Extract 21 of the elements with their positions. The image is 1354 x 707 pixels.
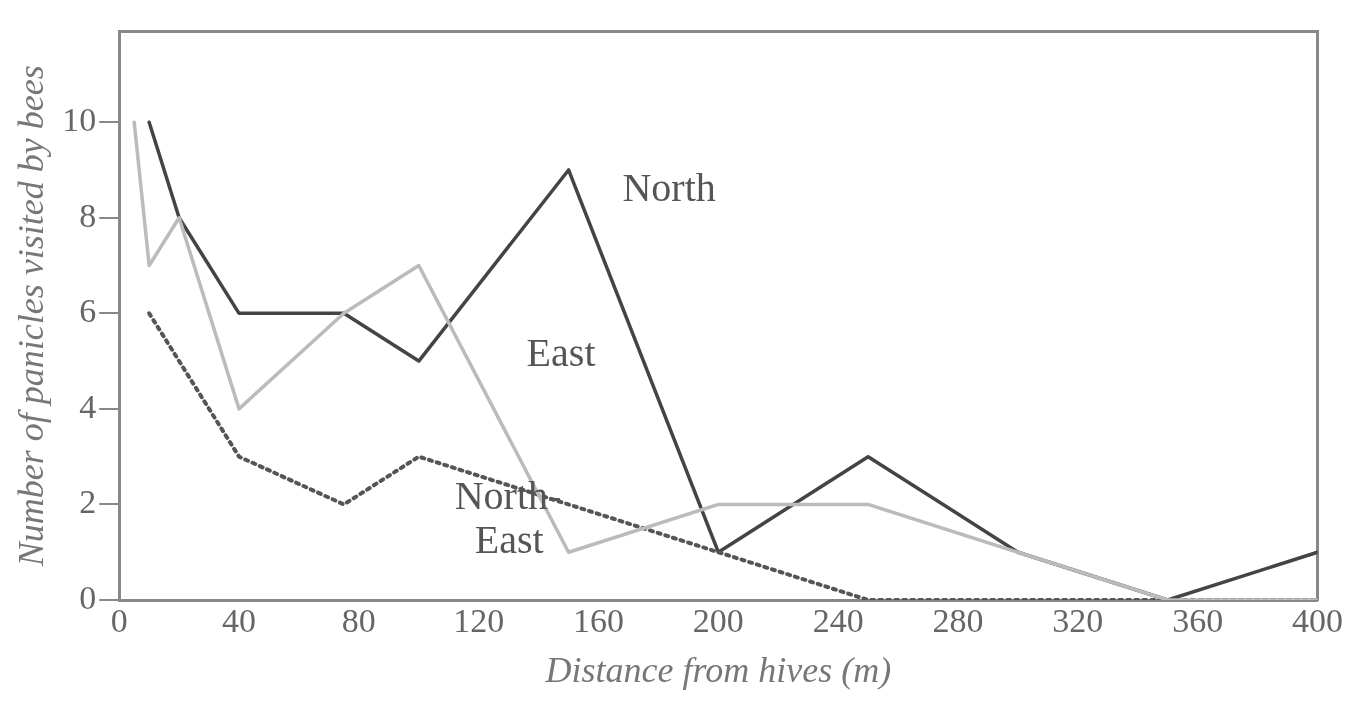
x-axis-title: Distance from hives (m) [544, 649, 892, 690]
y-tick-label: 8 [79, 196, 97, 234]
x-tick-label: 160 [573, 602, 625, 640]
y-tick-label: 10 [62, 101, 97, 139]
x-tick-label: 400 [1292, 602, 1343, 640]
x-tick-label: 0 [110, 602, 128, 640]
y-axis-title: Number of panicles visited by bees [11, 65, 52, 568]
x-tick-label: 200 [692, 602, 744, 640]
x-tick-label: 360 [1172, 602, 1224, 640]
series-label: North [622, 165, 716, 211]
series-label: East [526, 330, 596, 375]
x-tick-label: 280 [932, 602, 984, 640]
x-tick-label: 240 [812, 602, 864, 640]
x-tick-label: 40 [222, 602, 257, 640]
x-tick-label: 80 [341, 602, 376, 640]
y-tick-label: 4 [79, 387, 97, 425]
x-tick-label: 320 [1052, 602, 1104, 640]
y-tick-label: 0 [79, 578, 97, 616]
y-tick-label: 2 [79, 483, 97, 521]
x-tick-label: 120 [453, 602, 505, 640]
y-tick-label: 6 [79, 292, 97, 330]
